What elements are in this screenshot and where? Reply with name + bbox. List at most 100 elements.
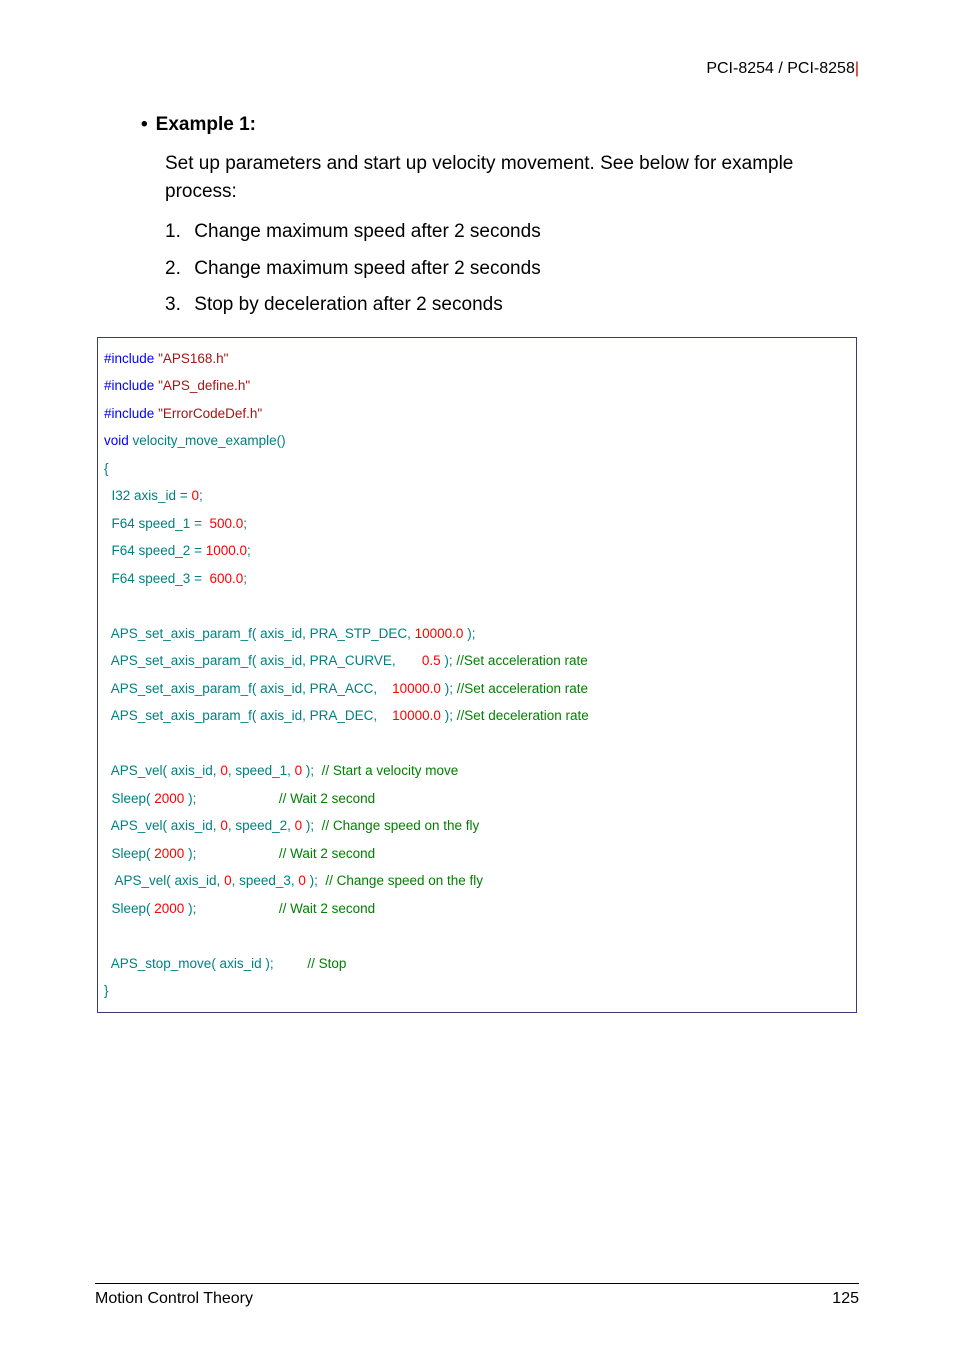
code-token: // Change speed on the fly [322, 818, 480, 833]
code-token: APS_set_axis_param_f( axis_id, PRA_STP_D… [104, 626, 415, 641]
code-token: "ErrorCodeDef.h" [158, 406, 262, 421]
code-token: 2000 [154, 791, 184, 806]
code-token: 10000.0 [415, 626, 464, 641]
code-token [104, 736, 108, 751]
code-token: // Start a velocity move [322, 763, 459, 778]
list-item-text: Change maximum speed after 2 seconds [194, 221, 540, 242]
list-item: 2. Change maximum speed after 2 seconds [165, 256, 859, 283]
code-token: APS_stop_move( axis_id ); [104, 956, 307, 971]
code-token: ); [463, 626, 475, 641]
code-token: ; [243, 571, 247, 586]
list-item-number: 3. [165, 292, 189, 319]
document-page: PCI-8254 / PCI-8258| •Example 1: Set up … [0, 0, 954, 1352]
code-token: // Change speed on the fly [325, 873, 483, 888]
code-token: ); [441, 708, 457, 723]
footer-left: Motion Control Theory [95, 1290, 253, 1308]
code-line: I32 axis_id = 0; [104, 489, 850, 503]
code-line: void velocity_move_example() [104, 434, 850, 448]
code-line: APS_set_axis_param_f( axis_id, PRA_DEC, … [104, 709, 850, 723]
code-token: , speed_2, [228, 818, 295, 833]
code-token: ); [184, 901, 279, 916]
code-token: ); [441, 653, 457, 668]
code-token: ); [184, 846, 279, 861]
code-token: APS_set_axis_param_f( axis_id, PRA_DEC, [104, 708, 392, 723]
code-line: #include "ErrorCodeDef.h" [104, 407, 850, 421]
code-token: // Wait 2 second [279, 901, 375, 916]
code-token: Sleep( [104, 791, 154, 806]
code-token: APS_vel( axis_id, [104, 763, 220, 778]
code-token: ); [302, 818, 322, 833]
code-line: APS_set_axis_param_f( axis_id, PRA_CURVE… [104, 654, 850, 668]
list-item-number: 2. [165, 256, 189, 283]
list-item-text: Stop by deceleration after 2 seconds [194, 294, 502, 315]
code-token: //Set acceleration rate [457, 681, 588, 696]
header-bar: | [855, 60, 859, 77]
code-token: 500.0 [209, 516, 243, 531]
code-line [104, 599, 850, 613]
code-token: ; [243, 516, 247, 531]
code-line: APS_vel( axis_id, 0, speed_2, 0 ); // Ch… [104, 819, 850, 833]
code-line: { [104, 462, 850, 476]
code-token: 0 [220, 818, 228, 833]
code-token: , speed_3, [232, 873, 299, 888]
code-token: APS_set_axis_param_f( axis_id, PRA_ACC, [104, 681, 392, 696]
code-token: // Wait 2 second [279, 791, 375, 806]
code-token: , speed_1, [228, 763, 295, 778]
code-token: 0 [298, 873, 306, 888]
code-token: "APS168.h" [158, 351, 228, 366]
code-token: ); [306, 873, 326, 888]
code-token: 1000.0 [206, 543, 247, 558]
code-token: #include [104, 406, 154, 421]
code-token [104, 598, 108, 613]
code-token: #include [104, 351, 154, 366]
code-token: F64 speed_3 = [104, 571, 209, 586]
code-token: 2000 [154, 901, 184, 916]
code-token: APS_vel( axis_id, [104, 873, 224, 888]
code-token: I32 axis_id = [104, 488, 191, 503]
code-token: 2000 [154, 846, 184, 861]
code-token: ; [247, 543, 251, 558]
list-item-text: Change maximum speed after 2 seconds [194, 258, 540, 279]
page-footer: Motion Control Theory 125 [95, 1283, 859, 1308]
bullet-icon: • [141, 114, 148, 135]
code-line: #include "APS_define.h" [104, 379, 850, 393]
numbered-list: 1. Change maximum speed after 2 seconds … [165, 219, 859, 319]
code-line: F64 speed_1 = 500.0; [104, 517, 850, 531]
code-line: #include "APS168.h" [104, 352, 850, 366]
code-token: 0.5 [422, 653, 441, 668]
code-line: F64 speed_3 = 600.0; [104, 572, 850, 586]
code-token: ; [199, 488, 203, 503]
code-line: APS_stop_move( axis_id ); // Stop [104, 957, 850, 971]
code-token: Sleep( [104, 846, 154, 861]
code-line: } [104, 984, 850, 998]
code-line [104, 929, 850, 943]
list-item: 1. Change maximum speed after 2 seconds [165, 219, 859, 246]
code-token: 10000.0 [392, 708, 441, 723]
code-line: Sleep( 2000 ); // Wait 2 second [104, 792, 850, 806]
code-token: // Wait 2 second [279, 846, 375, 861]
code-token: ); [184, 791, 279, 806]
code-token: { [104, 461, 109, 476]
example-heading: • Example 1: [141, 114, 859, 136]
list-item: 3. Stop by deceleration after 2 seconds [165, 292, 859, 319]
code-line: Sleep( 2000 ); // Wait 2 second [104, 847, 850, 861]
code-line [104, 737, 850, 751]
example-heading-text: Example 1: [156, 114, 256, 135]
code-token: } [104, 983, 109, 998]
product-name: PCI-8254 / PCI-8258 [706, 60, 855, 77]
code-token: Sleep( [104, 901, 154, 916]
code-token: 0 [191, 488, 199, 503]
list-item-number: 1. [165, 219, 189, 246]
code-token: 10000.0 [392, 681, 441, 696]
code-token: //Set deceleration rate [457, 708, 589, 723]
code-token: APS_vel( axis_id, [104, 818, 220, 833]
code-token: 600.0 [209, 571, 243, 586]
code-token: #include [104, 378, 154, 393]
code-token: //Set acceleration rate [456, 653, 587, 668]
code-token: ); [302, 763, 322, 778]
code-line: APS_set_axis_param_f( axis_id, PRA_ACC, … [104, 682, 850, 696]
code-block: #include "APS168.h" #include "APS_define.… [97, 337, 857, 1013]
code-token: // Stop [307, 956, 346, 971]
code-line: F64 speed_2 = 1000.0; [104, 544, 850, 558]
code-token [104, 928, 108, 943]
